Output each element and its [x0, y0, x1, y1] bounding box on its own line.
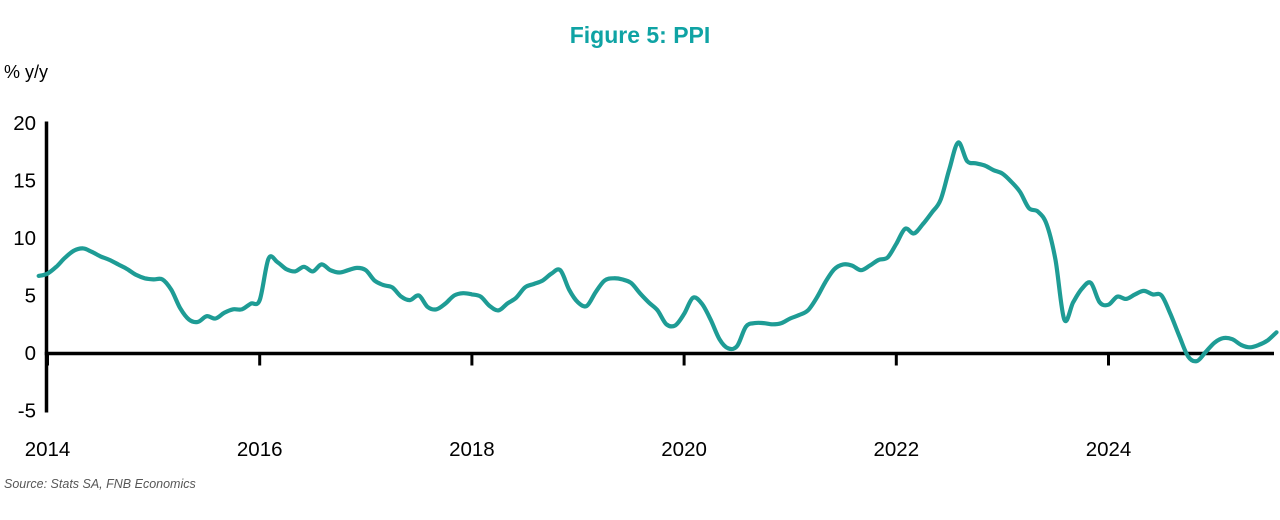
x-tick-label: 2022	[873, 438, 919, 461]
x-tick-label: 2020	[661, 438, 707, 461]
y-tick-label: 15	[13, 170, 36, 193]
y-tick-label: 0	[25, 342, 36, 365]
source-note: Source: Stats SA, FNB Economics	[4, 477, 196, 491]
chart-title: Figure 5: PPI	[569, 22, 711, 48]
y-tick-label: 5	[25, 285, 36, 308]
ppi-series-line	[36, 140, 1279, 364]
x-tick-label: 2018	[449, 438, 495, 461]
x-tick-label: 2016	[237, 438, 283, 461]
y-axis-unit-label: % y/y	[4, 62, 49, 82]
x-tick-label: 2024	[1086, 438, 1132, 461]
x-tick-label: 2014	[25, 438, 71, 461]
y-tick-label: -5	[18, 400, 36, 423]
y-tick-label: 10	[13, 227, 36, 250]
y-tick-label: 20	[13, 112, 36, 135]
